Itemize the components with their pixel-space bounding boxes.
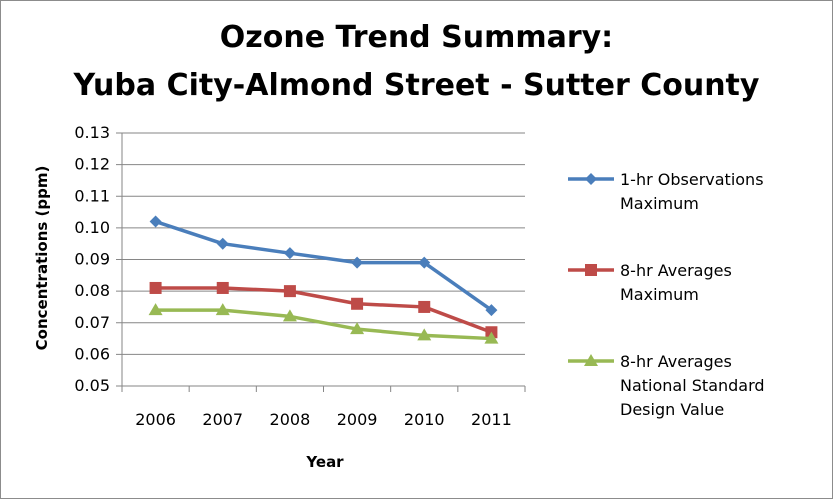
legend-label: National Standard: [620, 376, 765, 395]
data-point: [215, 303, 230, 316]
x-tick-label: 2009: [337, 410, 378, 429]
x-tick-label: 2008: [270, 410, 311, 429]
series-layer: [148, 215, 499, 344]
series-2: [149, 281, 498, 339]
y-tick-label: 0.09: [74, 250, 110, 269]
chart-title-line-1: Ozone Trend Summary:: [219, 20, 614, 55]
legend-swatch-marker: [584, 354, 598, 366]
data-point: [418, 300, 431, 313]
series-line: [155, 308, 492, 341]
chart-title-line-2: Yuba City-Almond Street - Sutter County: [73, 68, 760, 103]
data-point: [351, 297, 364, 310]
data-point: [282, 309, 297, 322]
data-point: [149, 281, 162, 294]
legend-item-3: 8-hr Averages National Standard Design Val…: [568, 352, 765, 419]
y-tick-label: 0.08: [74, 281, 110, 300]
axes: 0.05 0.06 0.07 0.08 0.09 0.10 0.11 0.12 0.13 2006…: [74, 123, 526, 429]
data-point: [149, 215, 162, 228]
data-point: [283, 285, 296, 298]
legend: 1-hr Observations Maximum 8-hr Averages Max…: [568, 170, 765, 419]
data-point: [351, 256, 364, 269]
legend-label: Design Value: [620, 400, 724, 419]
x-tick-label: 2006: [135, 410, 176, 429]
data-point: [418, 256, 431, 269]
legend-item-2: 8-hr Averages Maximum: [568, 261, 732, 304]
legend-label: 8-hr Averages: [620, 261, 732, 280]
series-line: [155, 286, 493, 334]
series-line: [155, 219, 493, 312]
legend-swatch-marker: [585, 173, 597, 185]
y-tick-label: 0.13: [74, 123, 110, 142]
data-point: [216, 237, 229, 250]
data-point: [484, 331, 499, 344]
data-point: [216, 281, 229, 294]
data-point: [417, 328, 432, 341]
data-point: [350, 322, 365, 335]
x-tick-label: 2007: [202, 410, 243, 429]
series-3: [148, 303, 499, 344]
data-point: [283, 247, 296, 260]
x-tick-label: 2010: [404, 410, 445, 429]
y-tick-label: 0.11: [74, 186, 110, 205]
legend-label: 1-hr Observations: [620, 170, 764, 189]
legend-item-1: 1-hr Observations Maximum: [568, 170, 764, 213]
series-1: [149, 215, 498, 317]
legend-label: 8-hr Averages: [620, 352, 732, 371]
legend-swatch-marker: [585, 264, 597, 276]
data-point: [485, 304, 498, 317]
legend-label: Maximum: [620, 285, 699, 304]
legend-label: Maximum: [620, 194, 699, 213]
y-tick-label: 0.12: [74, 155, 110, 174]
y-tick-label: 0.07: [74, 313, 110, 332]
y-tick-label: 0.05: [74, 376, 110, 395]
y-axis-title: Concentrations (ppm): [33, 166, 51, 351]
x-axis-title: Year: [305, 453, 344, 471]
y-tick-label: 0.06: [74, 344, 110, 363]
x-tick-label: 2011: [471, 410, 512, 429]
y-tick-label: 0.10: [74, 218, 110, 237]
data-point: [148, 303, 163, 316]
